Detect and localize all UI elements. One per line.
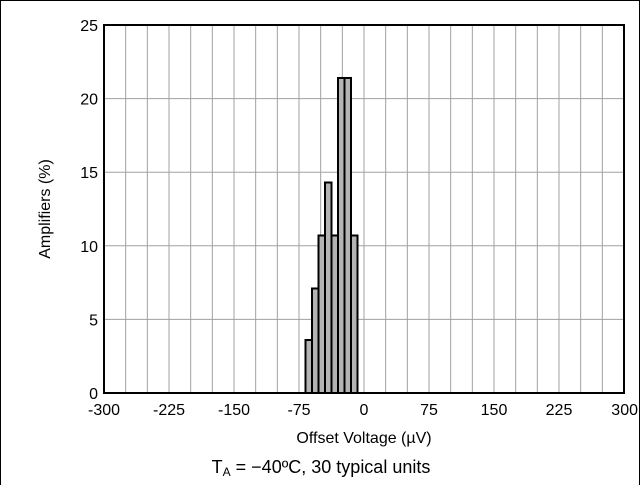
y-tick-label: 25 bbox=[80, 18, 98, 35]
chart-caption: TA = −40ºC, 30 typical units bbox=[1, 456, 640, 483]
y-tick-labels: 0 5 10 15 20 25 bbox=[80, 18, 98, 403]
plot-area-border bbox=[103, 24, 625, 394]
caption-rest: = −40ºC, 30 typical units bbox=[230, 457, 431, 477]
x-axis-label: Offset Voltage (µV) bbox=[296, 430, 431, 447]
histogram-chart: 0 5 10 15 20 25 -300 -225 -150 -75 0 75 150 225 300 O… bbox=[37, 18, 638, 447]
x-tick-label: -225 bbox=[153, 402, 185, 419]
x-tick-labels: -300 -225 -150 -75 0 75 150 225 300 bbox=[88, 402, 638, 419]
x-tick-label: 225 bbox=[546, 402, 573, 419]
y-tick-label: 0 bbox=[89, 386, 98, 403]
x-tick-label: -300 bbox=[88, 402, 120, 419]
x-tick-label: 0 bbox=[360, 402, 369, 419]
grid bbox=[104, 25, 624, 393]
caption-subscript: A bbox=[222, 465, 231, 479]
y-tick-label: 10 bbox=[80, 239, 98, 256]
x-tick-label: -150 bbox=[218, 402, 250, 419]
x-tick-label: 75 bbox=[420, 402, 438, 419]
caption-t: T bbox=[211, 457, 223, 477]
y-tick-label: 15 bbox=[80, 165, 98, 182]
bars bbox=[304, 76, 359, 395]
y-tick-label: 5 bbox=[89, 312, 98, 329]
y-axis-label: Amplifiers (%) bbox=[37, 159, 54, 259]
y-tick-label: 20 bbox=[80, 92, 98, 109]
histogram-bar bbox=[350, 234, 359, 394]
x-tick-label: -75 bbox=[287, 402, 310, 419]
x-tick-label: 150 bbox=[481, 402, 508, 419]
x-tick-label: 300 bbox=[611, 402, 638, 419]
